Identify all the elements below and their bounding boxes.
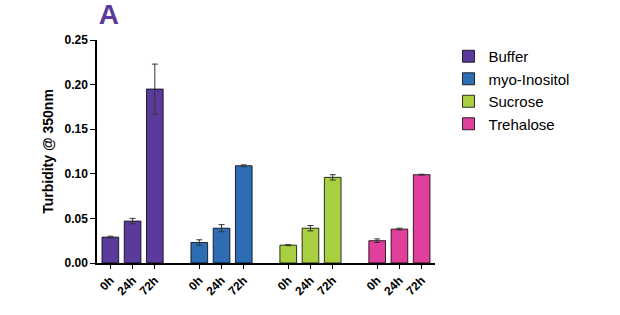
svg-text:0.15: 0.15 <box>64 122 88 136</box>
svg-text:72h: 72h <box>403 274 428 299</box>
svg-text:0.10: 0.10 <box>64 167 88 181</box>
svg-text:72h: 72h <box>315 274 340 299</box>
svg-text:0.05: 0.05 <box>64 212 88 226</box>
svg-text:Sucrose: Sucrose <box>489 93 544 110</box>
svg-text:A: A <box>99 0 119 30</box>
svg-text:0h: 0h <box>186 274 206 294</box>
svg-text:0h: 0h <box>275 274 295 294</box>
svg-text:24h: 24h <box>203 274 228 299</box>
svg-text:Buffer: Buffer <box>489 48 529 65</box>
svg-text:0.25: 0.25 <box>64 33 88 47</box>
svg-text:0h: 0h <box>364 274 384 294</box>
svg-text:0.00: 0.00 <box>64 256 88 270</box>
svg-text:0.20: 0.20 <box>64 78 88 92</box>
svg-text:myo-Inositol: myo-Inositol <box>489 71 570 88</box>
svg-text:72h: 72h <box>226 274 251 299</box>
svg-text:Trehalose: Trehalose <box>489 116 555 133</box>
svg-text:24h: 24h <box>381 274 406 299</box>
svg-text:Turbidity @ 350nm: Turbidity @ 350nm <box>40 89 56 214</box>
svg-text:24h: 24h <box>114 274 139 299</box>
svg-text:72h: 72h <box>137 274 162 299</box>
svg-text:0h: 0h <box>97 274 117 294</box>
svg-text:24h: 24h <box>292 274 317 299</box>
